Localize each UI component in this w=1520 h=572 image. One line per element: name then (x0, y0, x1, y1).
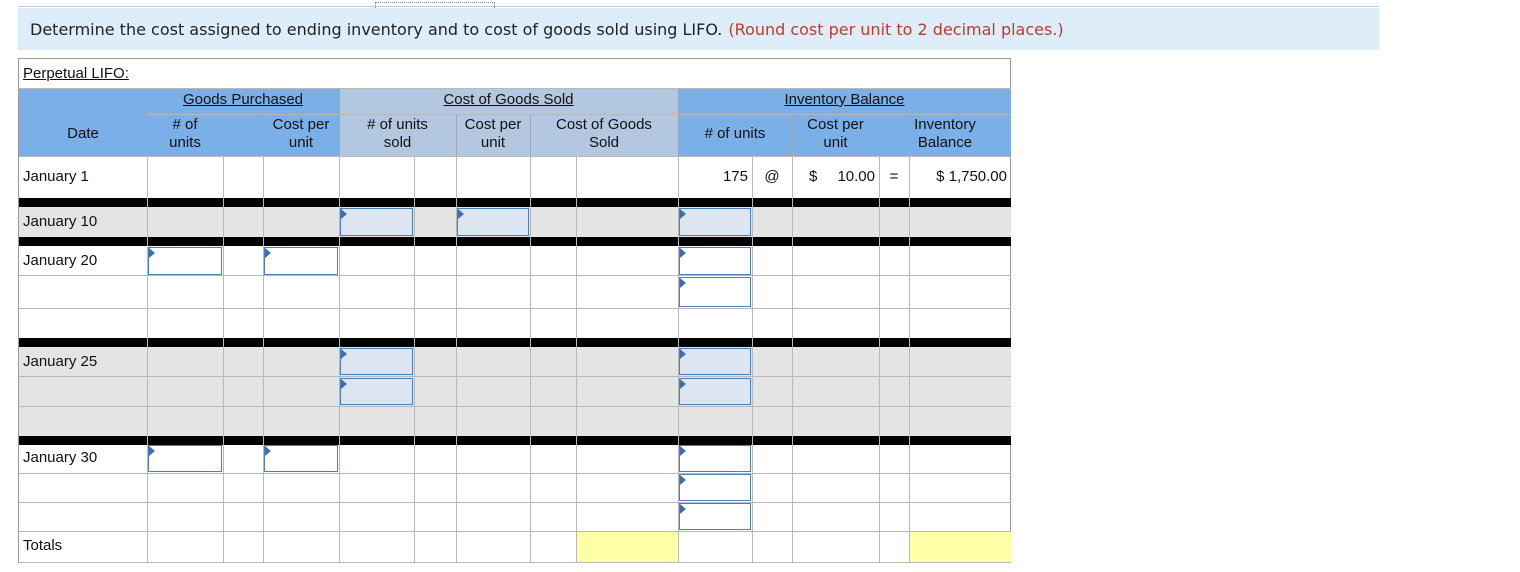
jan10-cogs-cost-per-unit-input[interactable] (457, 208, 529, 236)
row-bg-jan25 (19, 347, 1011, 436)
col-purchased-units: # of units (147, 116, 223, 152)
jan30-inventory-units-input-1[interactable] (679, 445, 751, 472)
col-cogs-cost-per-unit: Cost per unit (456, 116, 530, 152)
row-label-jan1: January 1 (23, 168, 89, 185)
jan20-purchased-units-input[interactable] (148, 247, 222, 275)
jan1-cost-per-unit: 10.00 (837, 168, 875, 185)
col-cogs-total-line1: Cost of Goods (556, 116, 652, 133)
panel-title: Perpetual LIFO: (23, 65, 129, 82)
separator-3 (19, 338, 1011, 347)
jan1-at-sign: @ (764, 168, 780, 185)
group-goods-purchased: Goods Purchased (182, 91, 304, 108)
jan10-inventory-units-input[interactable] (679, 208, 751, 236)
instruction-text: Determine the cost assigned to ending in… (30, 19, 723, 39)
jan25-units-sold-input-2[interactable] (340, 378, 413, 405)
jan1-dollar-sign: $ (809, 168, 818, 185)
instruction-banner: Determine the cost assigned to ending in… (18, 8, 1379, 50)
jan25-inventory-units-input-2[interactable] (679, 378, 751, 405)
col-purchased-units-line2: units (169, 134, 201, 151)
row-label-jan25: January 25 (23, 353, 98, 370)
jan30-purchased-cost-per-unit-input[interactable] (264, 445, 338, 472)
col-purchased-cost-per-unit: Cost per unit (263, 116, 339, 152)
header-bg-left (19, 88, 339, 156)
jan20-purchased-cost-per-unit-input[interactable] (264, 247, 338, 275)
col-inv-bal-line1: Inventory (914, 116, 976, 133)
col-units-sold-line2: sold (383, 134, 412, 151)
col-inventory-balance: Inventory Balance (879, 116, 1011, 152)
col-purchased-units-line1: # of (172, 116, 198, 133)
jan25-units-sold-input-1[interactable] (340, 348, 413, 375)
jan30-purchased-units-input[interactable] (148, 445, 222, 472)
jan20-inventory-units-input-1[interactable] (679, 247, 751, 275)
col-cogs-cpu-line1: Cost per (464, 116, 522, 133)
total-cogs-cell (576, 532, 678, 562)
col-cogs-cpu-line2: unit (480, 134, 506, 151)
jan30-inventory-units-input-2[interactable] (679, 474, 751, 501)
group-inventory-balance: Inventory Balance (784, 91, 905, 108)
jan20-inventory-units-input-2[interactable] (679, 277, 751, 307)
col-date: Date (67, 125, 99, 142)
col-units-sold: # of units sold (339, 116, 456, 152)
col-inv-cpu-line2: unit (823, 134, 848, 151)
perpetual-lifo-panel: Perpetual LIFO: (18, 58, 1011, 563)
col-inv-cpu-line1: Cost per (807, 116, 864, 133)
col-inventory-units: # of units (704, 125, 766, 142)
top-divider (18, 6, 1379, 7)
row-label-totals: Totals (23, 537, 63, 554)
col-purchased-cpu-line2: unit (288, 134, 314, 151)
header-bg-cogs (339, 88, 678, 156)
row-label-jan30: January 30 (23, 449, 98, 466)
separator-4 (19, 436, 1011, 445)
jan1-inventory-units: 175 (722, 168, 748, 185)
col-cogs-total: Cost of Goods Sold (530, 116, 678, 152)
row-label-jan20: January 20 (23, 252, 98, 269)
separator-1 (19, 198, 1011, 207)
jan30-inventory-units-input-3[interactable] (679, 503, 751, 530)
rounding-note: (Round cost per unit to 2 decimal places… (728, 19, 1064, 39)
col-units-sold-line1: # of units (367, 116, 428, 133)
group-cost-of-goods-sold: Cost of Goods Sold (443, 91, 574, 108)
col-inv-bal-line2: Balance (917, 134, 973, 151)
total-inventory-cell (909, 532, 1011, 562)
separator-2 (19, 237, 1011, 246)
jan1-equals-sign: = (889, 168, 899, 185)
col-inventory-cost-per-unit: Cost per unit (792, 116, 879, 152)
jan1-inventory-balance: $ 1,750.00 (936, 168, 1007, 185)
col-purchased-cpu-line1: Cost per (272, 116, 330, 133)
jan25-inventory-units-input-1[interactable] (679, 348, 751, 375)
focus-marker (375, 2, 495, 8)
header-bg-inventory (678, 88, 1011, 156)
col-cogs-total-line2: Sold (588, 134, 620, 151)
row-label-jan10: January 10 (23, 213, 98, 230)
jan10-units-sold-input[interactable] (340, 208, 413, 236)
